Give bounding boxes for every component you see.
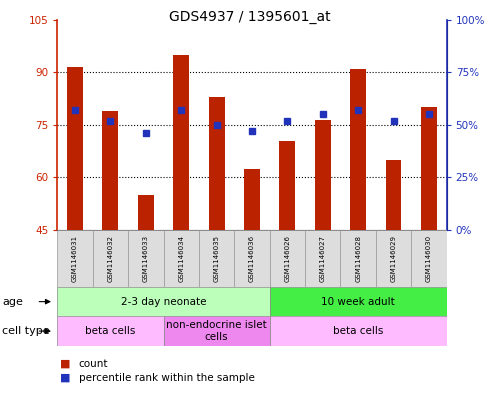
Bar xyxy=(67,67,83,230)
Text: GSM1146031: GSM1146031 xyxy=(72,235,78,282)
Text: ■: ■ xyxy=(60,358,70,369)
Bar xyxy=(102,111,118,230)
Bar xyxy=(199,230,235,287)
Text: ■: ■ xyxy=(60,373,70,383)
Bar xyxy=(164,316,269,346)
Bar xyxy=(128,230,164,287)
Bar xyxy=(315,119,331,230)
Text: GSM1146033: GSM1146033 xyxy=(143,235,149,282)
Text: 10 week adult: 10 week adult xyxy=(321,297,395,307)
Text: GDS4937 / 1395601_at: GDS4937 / 1395601_at xyxy=(169,10,330,24)
Bar xyxy=(269,287,447,316)
Bar xyxy=(164,230,199,287)
Text: percentile rank within the sample: percentile rank within the sample xyxy=(79,373,254,383)
Bar xyxy=(269,316,447,346)
Text: GSM1146029: GSM1146029 xyxy=(391,235,397,282)
Bar xyxy=(376,230,411,287)
Text: GSM1146035: GSM1146035 xyxy=(214,235,220,282)
Text: non-endocrine islet
cells: non-endocrine islet cells xyxy=(166,320,267,342)
Text: cell type: cell type xyxy=(2,326,50,336)
Text: age: age xyxy=(2,297,23,307)
Bar xyxy=(57,316,164,346)
Text: beta cells: beta cells xyxy=(333,326,383,336)
Bar xyxy=(386,160,402,230)
Text: GSM1146028: GSM1146028 xyxy=(355,235,361,282)
Text: GSM1146030: GSM1146030 xyxy=(426,235,432,282)
Bar xyxy=(235,230,269,287)
Bar xyxy=(244,169,260,230)
Bar xyxy=(173,55,189,230)
Bar xyxy=(340,230,376,287)
Bar xyxy=(269,230,305,287)
Text: 2-3 day neonate: 2-3 day neonate xyxy=(121,297,206,307)
Text: GSM1146027: GSM1146027 xyxy=(320,235,326,282)
Text: GSM1146032: GSM1146032 xyxy=(107,235,113,282)
Bar xyxy=(350,69,366,230)
Text: GSM1146026: GSM1146026 xyxy=(284,235,290,282)
Bar xyxy=(57,230,93,287)
Bar xyxy=(305,230,340,287)
Bar xyxy=(138,195,154,230)
Bar xyxy=(57,287,269,316)
Text: GSM1146034: GSM1146034 xyxy=(178,235,184,282)
Text: GSM1146036: GSM1146036 xyxy=(249,235,255,282)
Bar xyxy=(411,230,447,287)
Text: count: count xyxy=(79,358,108,369)
Bar xyxy=(279,141,295,230)
Text: beta cells: beta cells xyxy=(85,326,136,336)
Bar xyxy=(209,97,225,230)
Bar xyxy=(421,107,437,230)
Bar xyxy=(93,230,128,287)
